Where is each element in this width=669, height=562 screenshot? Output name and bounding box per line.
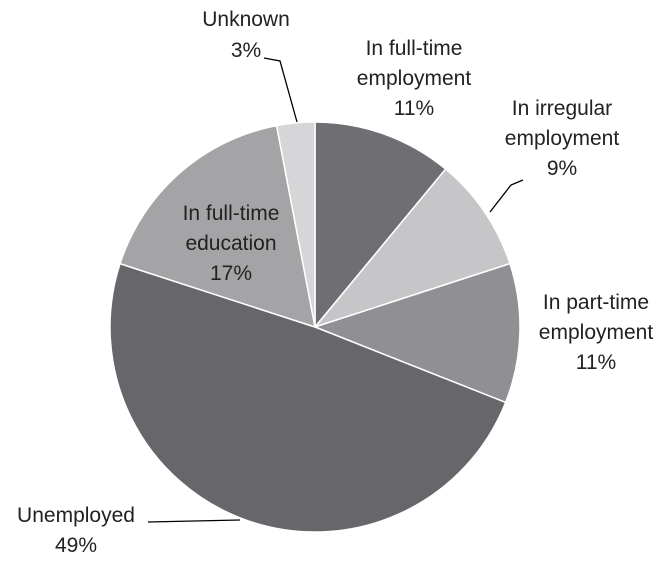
slice-label-line: Unknown [202,8,290,31]
slice-label-line: 49% [55,534,97,557]
pie-slice-full-time-education [119,124,316,329]
slice-label-line: education [185,232,276,255]
slice-label-irregular-employment: In irregular employment 9% [505,97,620,180]
slice-label-line: employment [539,321,654,344]
pie-slice-part-time-employment [312,262,521,404]
slice-label-line: 11% [576,351,616,374]
leader-lines-layer [147,57,524,523]
pie-slice-irregular-employment [312,167,511,329]
slice-label-line: In full-time [366,37,463,60]
leader-line-unknown [263,57,298,123]
slice-label-part-time-employment: In part-time employment 11% [539,291,654,374]
slice-label-line: 9% [547,157,577,180]
slice-label-line: employment [505,127,620,150]
slice-label-line: 11% [394,97,434,120]
labels-layer: In full-time employment 11% In irregular emp… [17,8,653,557]
slice-label-full-time-employment: In full-time employment 11% [357,37,472,120]
pie-slice-unemployed [109,262,507,533]
leader-line-unemployed [147,519,241,523]
slice-label-line: In irregular [512,97,612,120]
slice-label-line: In part-time [543,291,649,314]
slice-label-unemployed: Unemployed 49% [17,504,135,557]
slice-label-line: employment [357,67,472,90]
slice-label-line: Unemployed [17,504,135,527]
slice-label-line: 3% [231,39,261,62]
pie-slice-unknown [275,121,316,328]
pie-slice-full-time-employment [314,121,447,330]
leader-line-irregular-employment [489,179,524,213]
slice-label-line: In full-time [183,202,280,225]
slice-label-full-time-education: In full-time education 17% [183,202,280,285]
slice-label-unknown: Unknown 3% [202,8,290,62]
slices-layer [109,121,521,533]
slice-label-line: 17% [210,262,252,285]
